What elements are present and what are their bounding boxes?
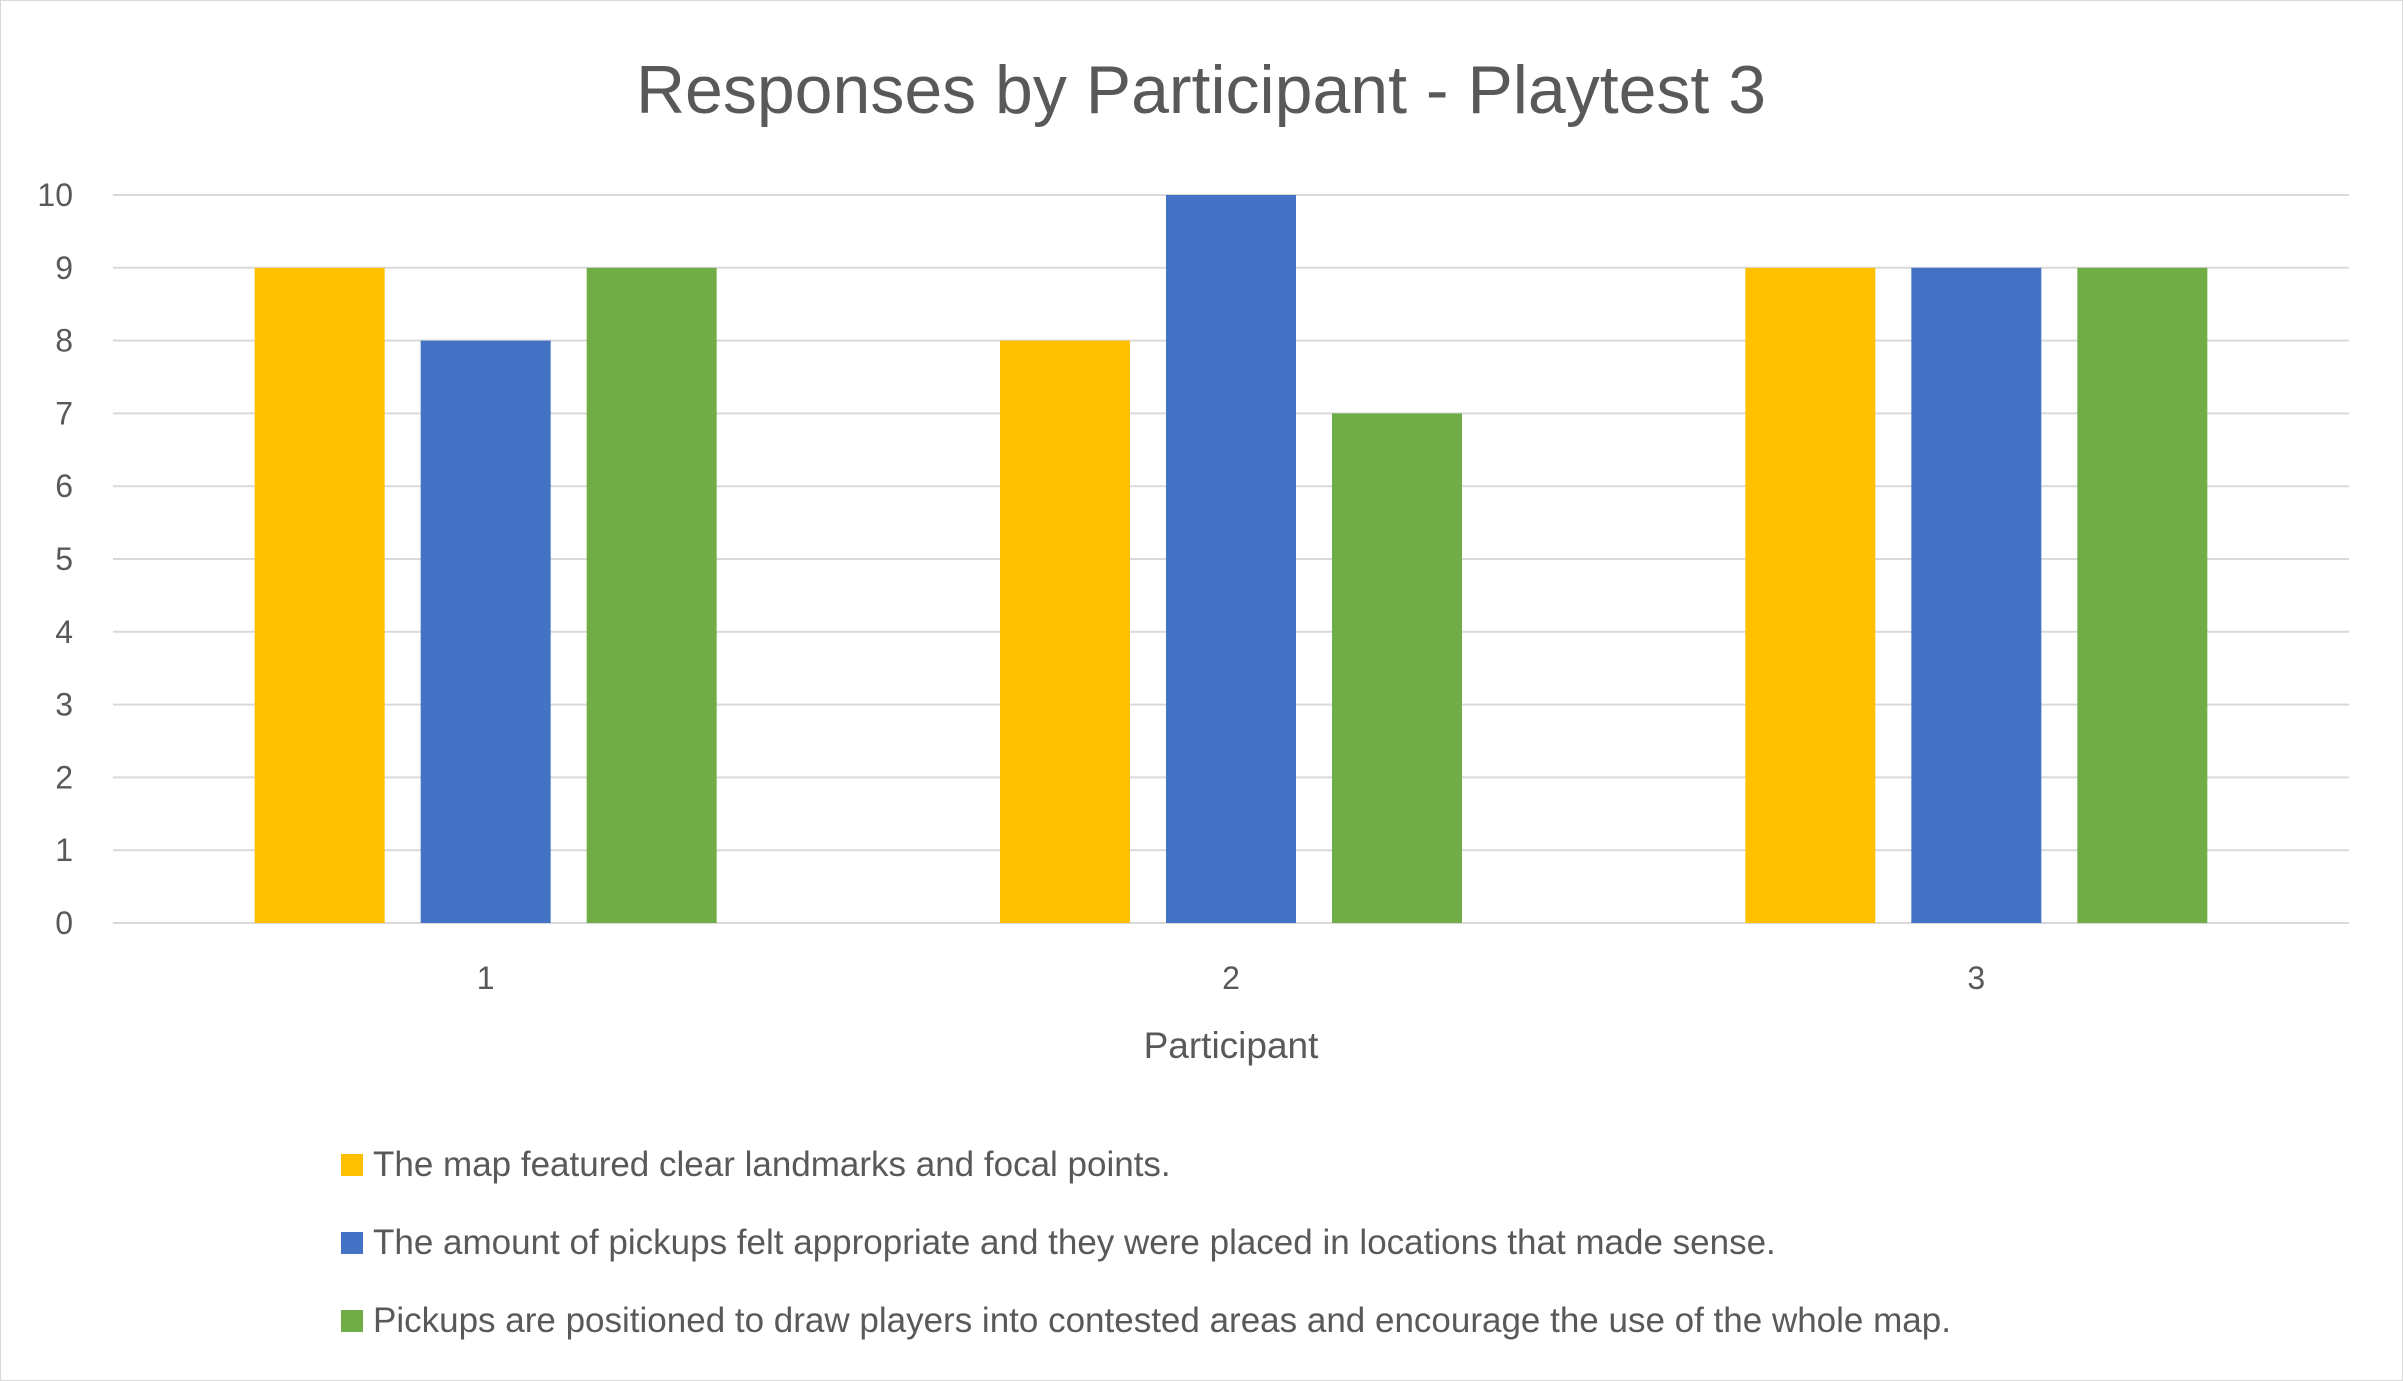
bar-participant-1-series-2 — [420, 340, 551, 924]
y-tick-label: 2 — [55, 759, 73, 795]
x-tick-label: 3 — [1967, 960, 1985, 996]
bars — [254, 195, 2208, 924]
x-axis-label: Participant — [1144, 1025, 1320, 1066]
legend: The map featured clear landmarks and foc… — [341, 1145, 1951, 1340]
y-tick-label: 3 — [55, 687, 73, 723]
bar-participant-3-series-3 — [2077, 267, 2208, 923]
y-tick-label: 0 — [55, 905, 73, 941]
legend-item-3: Pickups are positioned to draw players i… — [341, 1301, 1951, 1340]
y-tick-label: 6 — [55, 468, 73, 504]
legend-swatch — [341, 1154, 363, 1176]
bar-participant-1-series-1 — [254, 267, 385, 923]
bar-participant-3-series-1 — [1745, 267, 1876, 923]
x-tick-label: 2 — [1222, 960, 1240, 996]
y-tick-label: 8 — [55, 323, 73, 359]
bar-participant-2-series-3 — [1332, 413, 1462, 923]
legend-label: Pickups are positioned to draw players i… — [373, 1301, 1951, 1340]
bar-participant-3-series-2 — [1911, 267, 2042, 923]
legend-swatch — [341, 1232, 363, 1254]
y-axis-tick-labels: 0 1 2 3 4 5 6 7 8 9 10 — [37, 177, 73, 941]
x-axis-tick-labels: 1 2 3 — [477, 960, 1985, 996]
legend-label: The map featured clear landmarks and foc… — [373, 1145, 1171, 1184]
y-tick-label: 5 — [55, 541, 73, 577]
y-tick-label: 1 — [55, 832, 73, 868]
y-tick-label: 9 — [55, 250, 73, 286]
legend-item-1: The map featured clear landmarks and foc… — [341, 1145, 1171, 1184]
y-tick-label: 7 — [55, 395, 73, 431]
y-tick-label: 4 — [55, 614, 73, 650]
legend-swatch — [341, 1310, 363, 1332]
x-tick-label: 1 — [477, 960, 495, 996]
bar-participant-2-series-2 — [1166, 195, 1296, 923]
chart-title: Responses by Participant - Playtest 3 — [636, 52, 1766, 128]
legend-item-2: The amount of pickups felt appropriate a… — [341, 1223, 1776, 1262]
bar-participant-1-series-3 — [586, 267, 717, 923]
bar-participant-2-series-1 — [1000, 340, 1130, 924]
y-tick-label: 10 — [37, 177, 73, 213]
legend-label: The amount of pickups felt appropriate a… — [373, 1223, 1776, 1262]
